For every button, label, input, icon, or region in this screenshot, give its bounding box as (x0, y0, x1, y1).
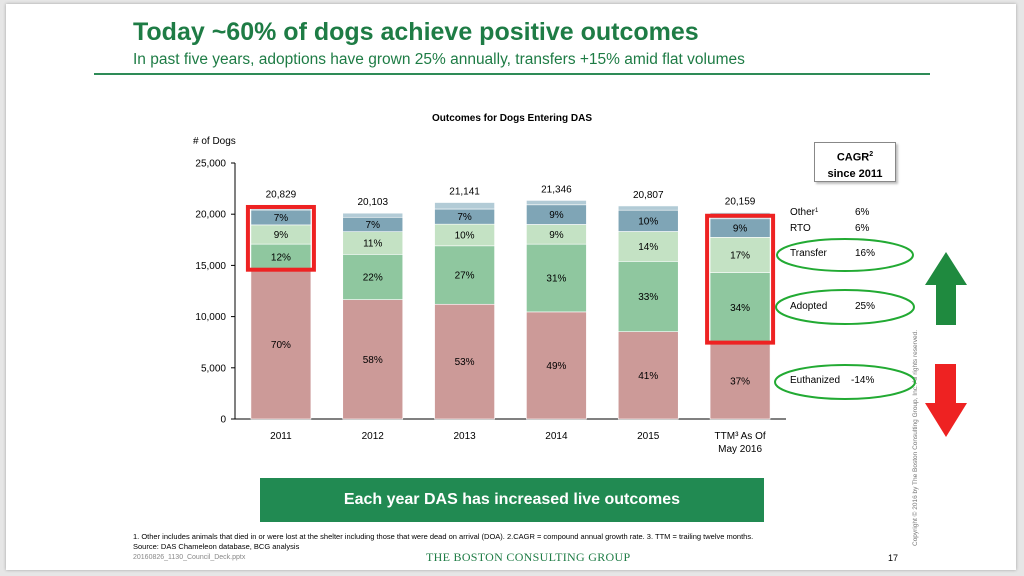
bar-segment-euthanized (617, 331, 679, 420)
segment-label-adopted: 27% (455, 271, 475, 282)
highlight-box-2011 (245, 204, 316, 272)
segment-label-rto: 10% (638, 216, 658, 227)
cagr-header-box: CAGR2 since 2011 (814, 142, 896, 182)
segment-label-euthanized: 53% (455, 357, 475, 368)
footnote-definitions: 1. Other includes animals that died in o… (133, 532, 754, 541)
cagr-footnote-mark: 2 (869, 151, 874, 158)
bar-segment-adopted (250, 243, 312, 270)
segment-label-euthanized: 41% (638, 371, 658, 382)
y-tick-label: 20,000 (195, 210, 226, 221)
bar-segment-transfer (709, 237, 771, 273)
x-tick-label: May 2016 (718, 444, 762, 455)
segment-label-adopted: 34% (730, 303, 750, 314)
segment-label-rto: 7% (274, 213, 289, 224)
segment-label-adopted: 33% (638, 292, 658, 303)
bar-segment-euthanized (434, 303, 495, 420)
segment-label-rto: 7% (366, 220, 381, 231)
footnote: 1. Other includes animals that died in o… (133, 532, 873, 552)
x-tick-label: 2011 (270, 431, 292, 442)
highlight-ellipse-transfer (776, 238, 914, 272)
bar-segment-euthanized (250, 269, 312, 420)
file-name: 20160826_1130_Council_Deck.pptx (133, 554, 246, 561)
segment-label-transfer: 11% (363, 238, 382, 249)
legend-label-transfer: Transfer (790, 248, 828, 259)
segment-label-adopted: 12% (271, 252, 291, 263)
x-tick-label: 2013 (453, 431, 476, 442)
bcg-logo: THE BOSTON CONSULTING GROUP (426, 550, 631, 564)
trend-down-arrow-icon (925, 364, 967, 437)
bar-segment-adopted (617, 261, 679, 332)
segment-label-rto: 9% (549, 210, 564, 221)
footnote-source: Source: DAS Chameleon database, BCG anal… (133, 542, 300, 551)
y-tick-label: 15,000 (195, 261, 226, 272)
bar-segment-euthanized (709, 342, 771, 420)
y-tick-label: 10,000 (195, 312, 226, 323)
segment-label-euthanized: 58% (363, 355, 383, 366)
x-tick-label: 2015 (637, 431, 660, 442)
segment-label-adopted: 22% (363, 272, 383, 283)
legend-footnote-mark: 1 (815, 208, 819, 214)
highlight-ellipse-adopted (775, 289, 915, 325)
slide-title: Today ~60% of dogs achieve positive outc… (133, 18, 699, 46)
bar-total-label: 21,346 (541, 184, 572, 195)
page-number: 17 (888, 553, 899, 563)
title-divider (94, 73, 930, 75)
legend-cagr-adopted: 25% (855, 301, 875, 312)
legend-cagr-transfer: 16% (855, 248, 875, 259)
cagr-subtitle: since 2011 (827, 167, 883, 180)
segment-label-euthanized: 49% (546, 361, 566, 372)
bar-segment-adopted (526, 243, 587, 313)
bar-total-label: 20,807 (633, 190, 664, 201)
chart-title: Outcomes for Dogs Entering DAS (432, 113, 592, 124)
segment-label-transfer: 17% (730, 250, 750, 261)
highlight-box-ttm (705, 213, 776, 345)
bar-total-label: 20,159 (725, 197, 756, 208)
legend-cagr-rto: 6% (855, 223, 870, 234)
legend-cagr-euthanized: -14% (851, 375, 874, 386)
segment-label-transfer: 14% (638, 242, 658, 253)
x-tick-label: 2012 (362, 431, 385, 442)
bar-segment-other (617, 205, 679, 211)
bar-total-label: 21,141 (449, 187, 480, 198)
segment-label-euthanized: 70% (271, 340, 291, 351)
legend-label-other: Other1 (790, 207, 819, 218)
bar-segment-other (526, 200, 587, 206)
x-tick-label: TTM³ As Of (715, 431, 766, 442)
slide-subtitle: In past five years, adoptions have grown… (133, 51, 745, 68)
x-tick-label: 2014 (545, 431, 568, 442)
bar-total-label: 20,829 (266, 190, 297, 201)
bar-segment-adopted (434, 245, 495, 305)
y-tick-label: 0 (220, 415, 226, 426)
legend-label-rto: RTO (790, 223, 811, 234)
segment-label-euthanized: 37% (730, 376, 750, 387)
bar-segment-adopted (709, 272, 771, 343)
y-axis-label: # of Dogs (193, 136, 236, 147)
bar-segment-euthanized (526, 311, 587, 420)
bar-segment-other (434, 202, 495, 210)
cagr-title: CAGR (836, 151, 870, 164)
segment-label-rto: 7% (457, 212, 472, 223)
bar-segment-other (342, 212, 404, 218)
conclusion-banner: Each year DAS has increased live outcome… (260, 478, 764, 522)
highlight-ellipse-euthanized (774, 364, 916, 400)
segment-label-rto: 9% (733, 224, 748, 235)
legend-cagr-other: 6% (855, 207, 870, 218)
segment-label-adopted: 31% (546, 274, 566, 285)
y-tick-label: 5,000 (201, 363, 226, 374)
y-tick-label: 25,000 (195, 159, 226, 170)
segment-label-transfer: 9% (274, 230, 289, 241)
bar-total-label: 20,103 (357, 197, 388, 208)
slide: Today ~60% of dogs achieve positive outc… (6, 4, 1016, 570)
legend-label-euthanized: Euthanized (790, 375, 840, 386)
segment-label-transfer: 9% (549, 230, 564, 241)
bar-segment-euthanized (342, 299, 404, 420)
trend-up-arrow-icon (925, 252, 967, 325)
legend-label-adopted: Adopted (790, 301, 827, 312)
segment-label-transfer: 10% (455, 230, 475, 241)
